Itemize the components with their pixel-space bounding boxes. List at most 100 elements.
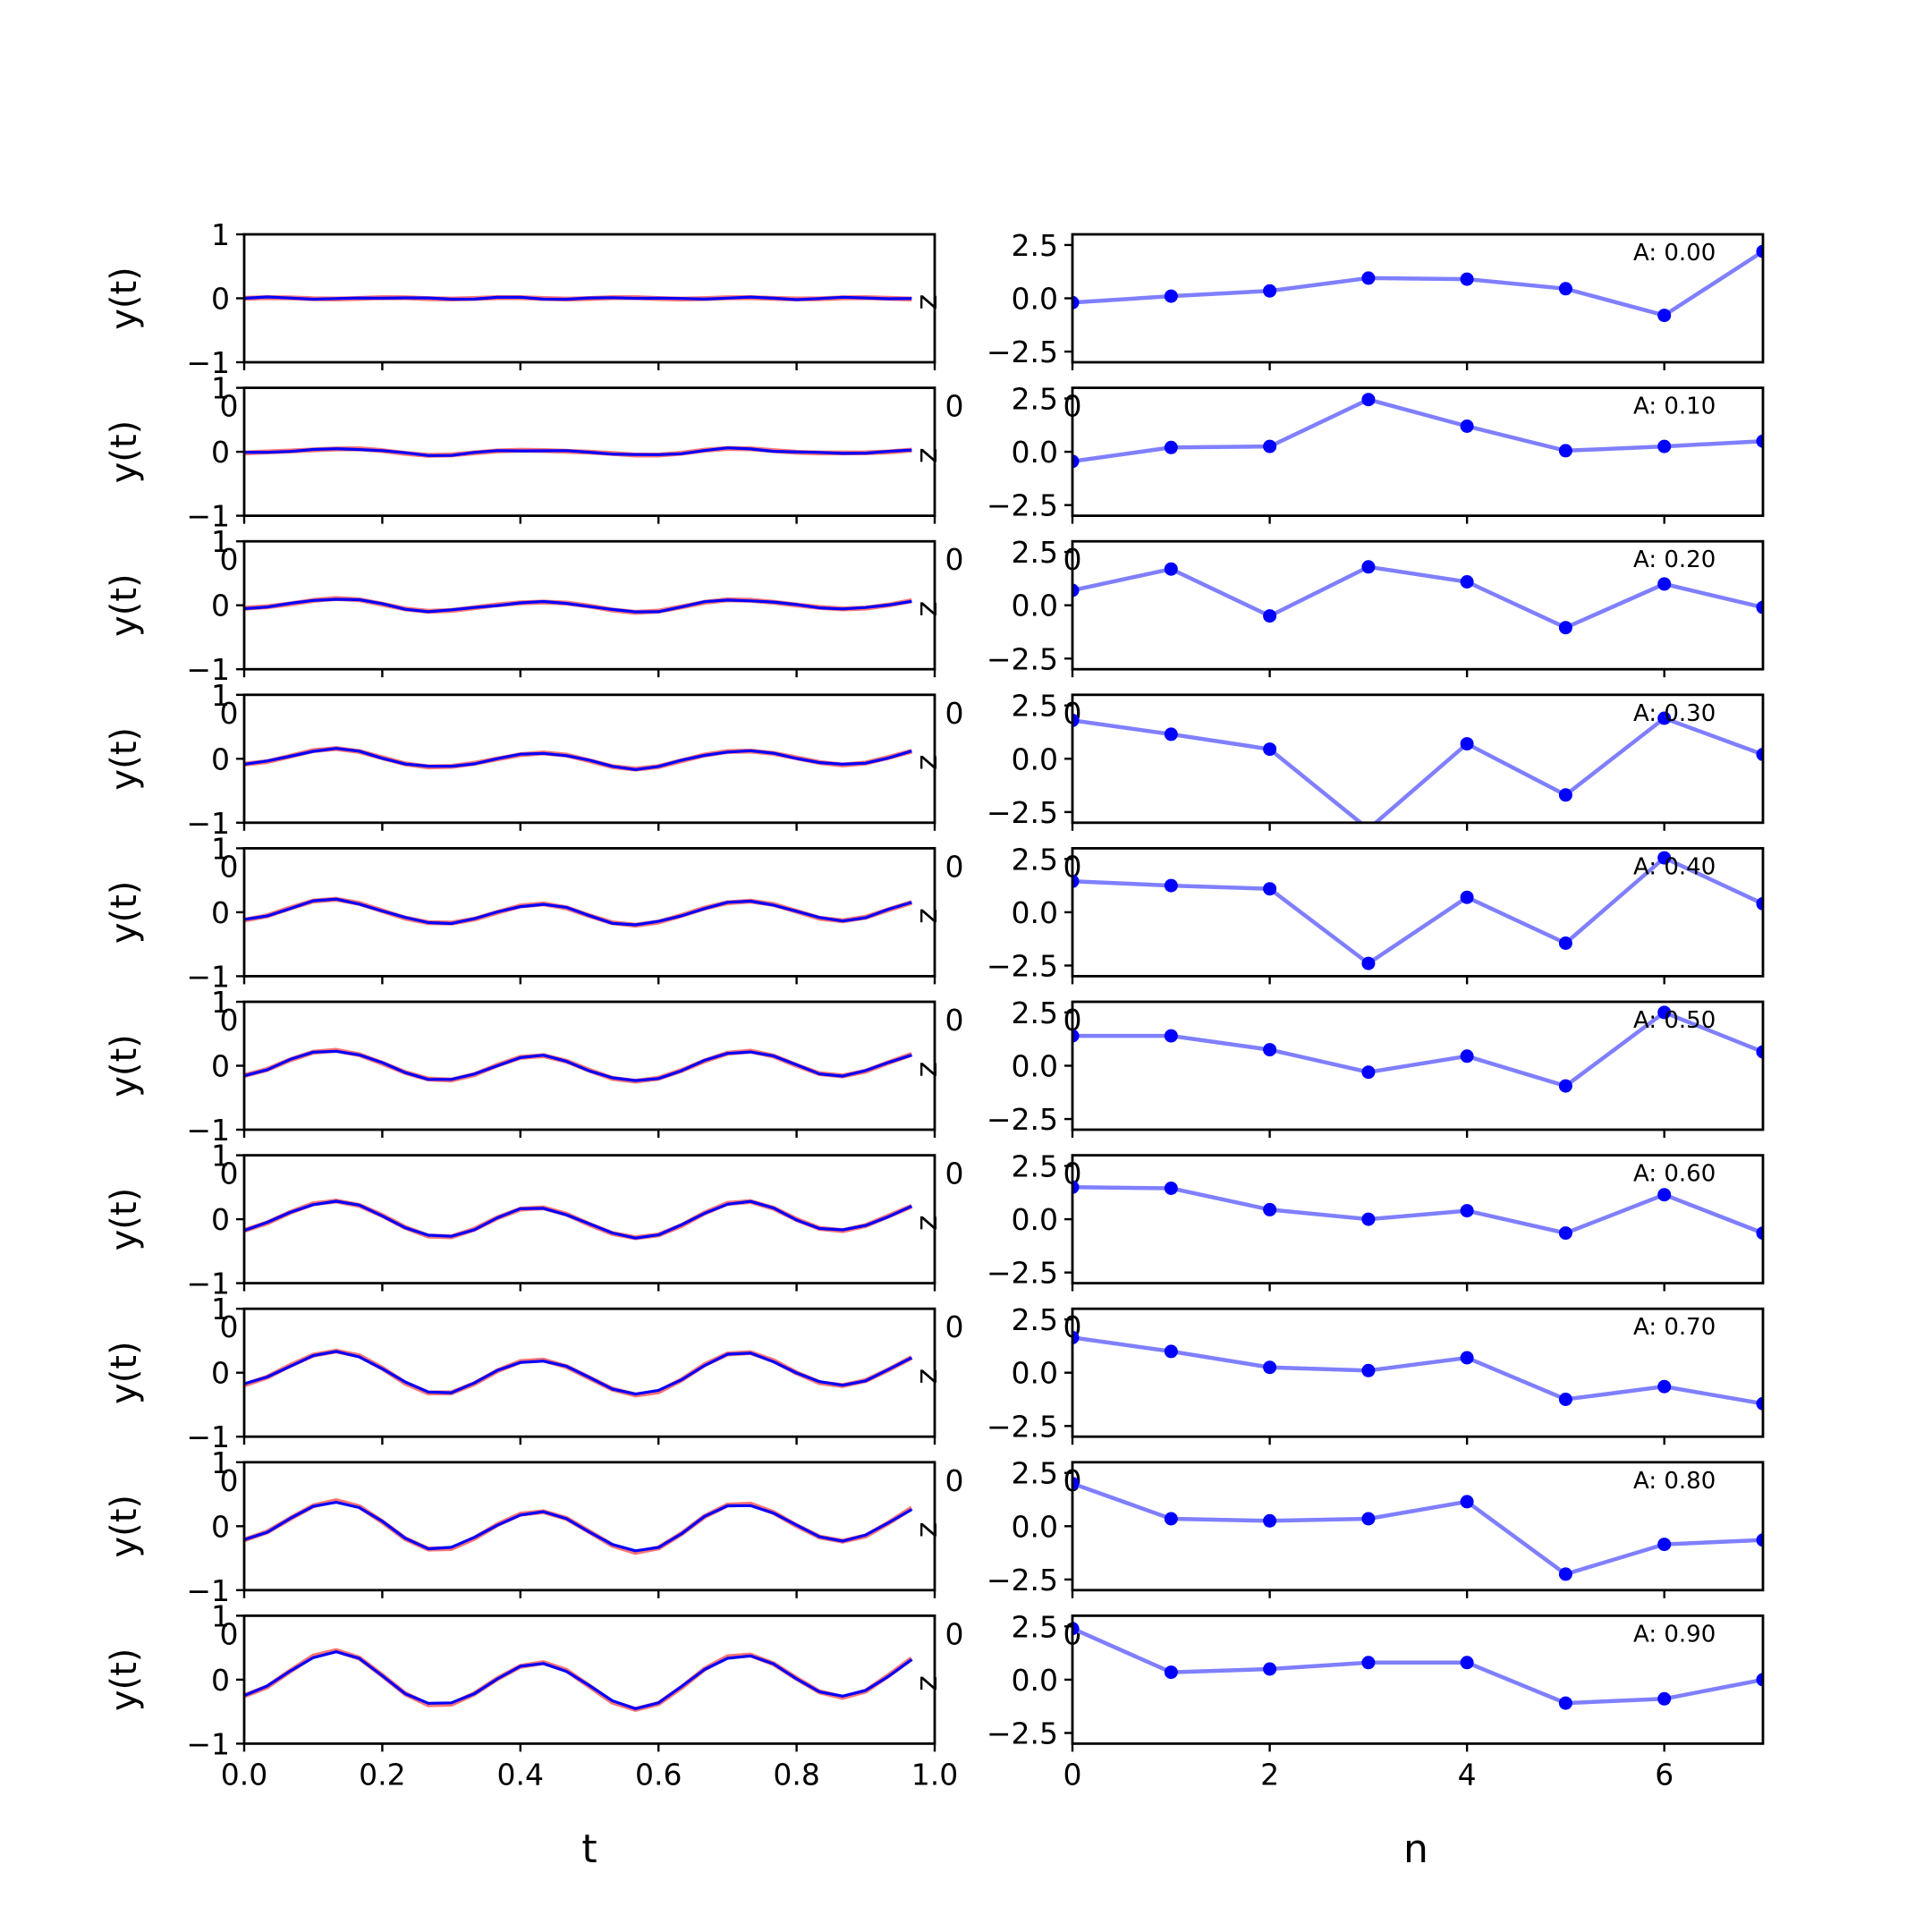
coefficient-panel-2: 2.5 0.0 −2.5 A: 0.20 (987, 535, 1765, 678)
coefficient-point (1263, 742, 1277, 757)
y-tick-label: 0.0 (1012, 1202, 1058, 1237)
coefficient-point (1361, 1065, 1376, 1080)
coefficient-point (1164, 289, 1178, 303)
coefficient-point (1072, 1029, 1080, 1043)
coefficient-point (1164, 727, 1178, 741)
reconstructed-signal-line (244, 446, 912, 457)
coefficient-point (1263, 1513, 1277, 1528)
coefficient-point (1756, 896, 1763, 911)
overlap-tick-label-left: 0 (220, 389, 239, 424)
y-tick-label: 1 (211, 985, 230, 1020)
y-tick-label: 0 (211, 1356, 230, 1391)
overlap-tick-label-right: 0 (945, 849, 964, 884)
coefficient-point (1460, 890, 1474, 904)
y-tick-label: 0.0 (1012, 1356, 1058, 1391)
coefficient-point (1558, 1567, 1572, 1581)
overlay-label-z: z (913, 601, 948, 616)
coefficient-panel-3: 2.5 0.0 −2.5 A: 0.30 (987, 689, 1765, 831)
y-tick-label: 0.0 (1012, 1663, 1058, 1698)
x-tick-label: 0.0 (221, 1757, 267, 1792)
coefficient-panel-8: 2.5 0.0 −2.5 A: 0.80 (987, 1456, 1765, 1598)
overlap-tick-label-right: 0 (945, 1463, 964, 1498)
coefficient-line (1072, 855, 1763, 966)
reconstructed-signal-line (243, 1049, 912, 1082)
y-tick-label: −2.5 (987, 795, 1058, 830)
x-tick-label: 2 (1260, 1757, 1279, 1792)
y-tick-label: −1 (186, 959, 230, 994)
overlay-label-z: z (913, 1522, 948, 1538)
coefficient-point (1361, 956, 1376, 970)
coefficient-panel-4: 2.5 0.0 −2.5 A: 0.40 (987, 842, 1765, 985)
overlap-tick-label-left: 0 (220, 1463, 239, 1498)
reconstructed-signal-line (243, 747, 912, 771)
y-tick-label: 2.5 (1012, 689, 1058, 724)
y-tick-label: 1 (211, 524, 230, 559)
coefficient-point (1657, 1379, 1672, 1394)
y-tick-label: 2.5 (1012, 228, 1058, 263)
coefficient-line (1072, 250, 1763, 318)
y-tick-label: −2.5 (987, 1716, 1058, 1750)
amplitude-annotation: A: 0.00 (1633, 240, 1716, 267)
coefficient-point (1657, 1005, 1672, 1020)
overlap-tick-label-left: 0 (220, 1309, 239, 1344)
y-tick-label: 1 (211, 1445, 230, 1480)
y-tick-label: 2.5 (1012, 1456, 1058, 1491)
coefficient-point (1263, 1662, 1277, 1676)
y-tick-label: −1 (186, 499, 230, 534)
y-tick-label: −2.5 (987, 1102, 1058, 1137)
coefficient-line (1072, 1335, 1763, 1406)
amplitude-annotation: A: 0.90 (1633, 1621, 1716, 1648)
coefficient-point (1164, 562, 1178, 576)
coefficient-point (1460, 1351, 1474, 1365)
x-axis-label-n: n (1403, 1826, 1428, 1872)
coefficient-point (1558, 936, 1572, 950)
x-tick-label: 0.4 (497, 1757, 544, 1792)
reconstructed-signal-line (243, 1650, 913, 1710)
y-tick-label: −1 (186, 1726, 230, 1761)
y-tick-label: 1 (211, 371, 230, 406)
y-tick-label: 0 (211, 741, 230, 776)
y-axis-label: y(t) (104, 881, 145, 945)
coefficient-point (1072, 583, 1080, 597)
y-tick-label: −2.5 (987, 641, 1058, 676)
amplitude-annotation: A: 0.50 (1633, 1007, 1716, 1034)
y-tick-label: −2.5 (987, 335, 1058, 369)
coefficient-point (1756, 1396, 1763, 1411)
y-tick-label: −1 (186, 1419, 230, 1454)
y-tick-label: 1 (211, 831, 230, 866)
overlap-tick-label-right: 0 (945, 1309, 964, 1344)
amplitude-annotation: A: 0.10 (1633, 394, 1716, 420)
coefficient-point (1558, 1696, 1572, 1710)
y-tick-label: 1 (211, 1292, 230, 1326)
overlap-tick-label-right: 0 (945, 542, 964, 577)
coefficient-panel-9: 2.5 0.0 −2.50 2 4 6 A: 0.90 (987, 1609, 1765, 1792)
coefficient-panel-1: 2.5 0.0 −2.5 A: 0.10 (987, 382, 1765, 524)
coefficient-point (1164, 1029, 1178, 1043)
overlay-label-z: z (913, 1675, 948, 1690)
overlap-tick-label-right: 0 (945, 1616, 964, 1651)
coefficient-point (1558, 788, 1572, 802)
y-axis-label: y(t) (104, 1034, 145, 1097)
y-axis-label: y(t) (104, 727, 145, 791)
y-tick-label: 0.0 (1012, 895, 1058, 930)
coefficient-point (1657, 309, 1672, 323)
y-tick-label: −1 (186, 806, 230, 841)
coefficient-point (1756, 1673, 1763, 1687)
y-axis-label: y(t) (104, 420, 145, 484)
coefficient-panel-7: 2.5 0.0 −2.5 A: 0.70 (987, 1302, 1765, 1445)
y-tick-label: 2.5 (1012, 842, 1058, 877)
coefficient-point (1263, 609, 1277, 623)
coefficient-point (1657, 577, 1672, 591)
overlay-label-z: z (913, 1215, 948, 1230)
y-tick-label: −2.5 (987, 1563, 1058, 1597)
coefficient-point (1164, 878, 1178, 893)
coefficient-point (1361, 1212, 1376, 1226)
coefficient-point (1756, 1533, 1763, 1547)
overlap-tick-label-left: 0 (220, 1616, 239, 1651)
amplitude-annotation: A: 0.30 (1633, 700, 1716, 727)
coefficient-point (1361, 271, 1376, 285)
